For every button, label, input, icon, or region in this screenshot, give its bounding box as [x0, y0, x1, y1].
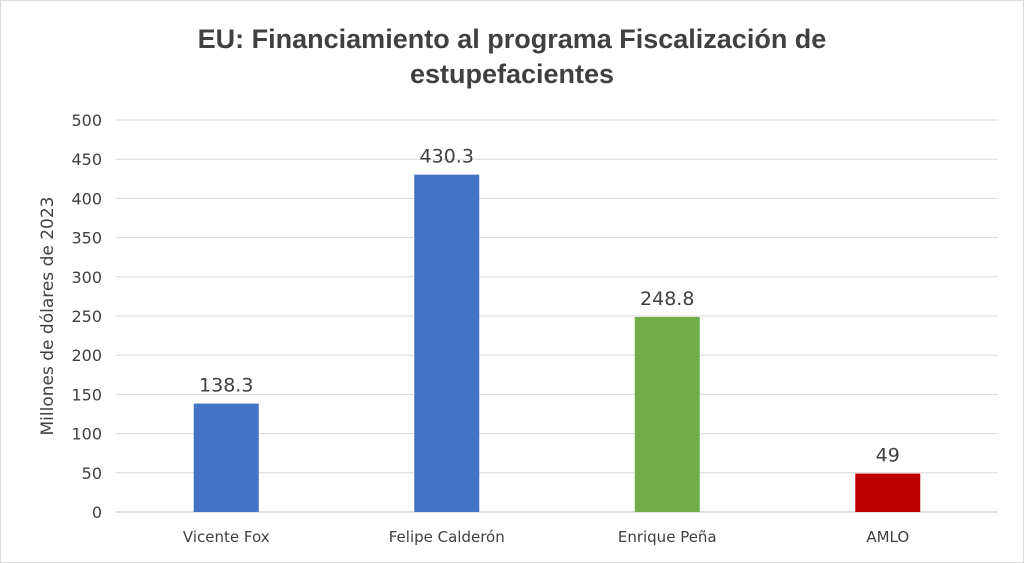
- data-label: 138.3: [199, 375, 253, 397]
- bar: [414, 174, 480, 512]
- y-tick-label: 450: [71, 150, 102, 169]
- bars: [193, 174, 921, 512]
- bar: [855, 473, 921, 512]
- x-category-label: AMLO: [866, 528, 909, 546]
- x-axis-categories: Vicente Fox Felipe Calderón Enrique Peña AM…: [183, 528, 909, 546]
- y-tick-label: 350: [71, 229, 102, 248]
- chart-title-line-1: EU: Financiamiento al programa Fiscaliza…: [198, 24, 827, 54]
- y-tick-label: 300: [71, 268, 102, 287]
- data-label: 430.3: [420, 146, 474, 168]
- x-category-label: Vicente Fox: [183, 528, 270, 546]
- y-tick-label: 0: [92, 503, 102, 522]
- bar: [634, 316, 700, 512]
- chart-title-line-2: estupefacientes: [410, 59, 614, 89]
- y-tick-label: 100: [71, 425, 102, 444]
- y-tick-label: 500: [71, 111, 102, 130]
- y-axis-ticks: 0 50 100 150 200 250 300 350 400 450 500: [71, 111, 102, 522]
- y-tick-label: 250: [71, 307, 102, 326]
- data-label: 248.8: [640, 288, 694, 310]
- data-label: 49: [876, 445, 900, 467]
- x-category-label: Felipe Calderón: [389, 528, 505, 546]
- bar: [193, 403, 259, 512]
- y-tick-label: 200: [71, 346, 102, 365]
- y-tick-label: 150: [71, 385, 102, 404]
- y-tick-label: 400: [71, 189, 102, 208]
- data-labels: 138.3 430.3 248.8 49: [199, 146, 900, 467]
- y-tick-label: 50: [82, 464, 102, 483]
- x-category-label: Enrique Peña: [618, 528, 717, 546]
- y-axis-label: Millones de dólares de 2023: [38, 197, 58, 436]
- gridlines: [116, 119, 998, 513]
